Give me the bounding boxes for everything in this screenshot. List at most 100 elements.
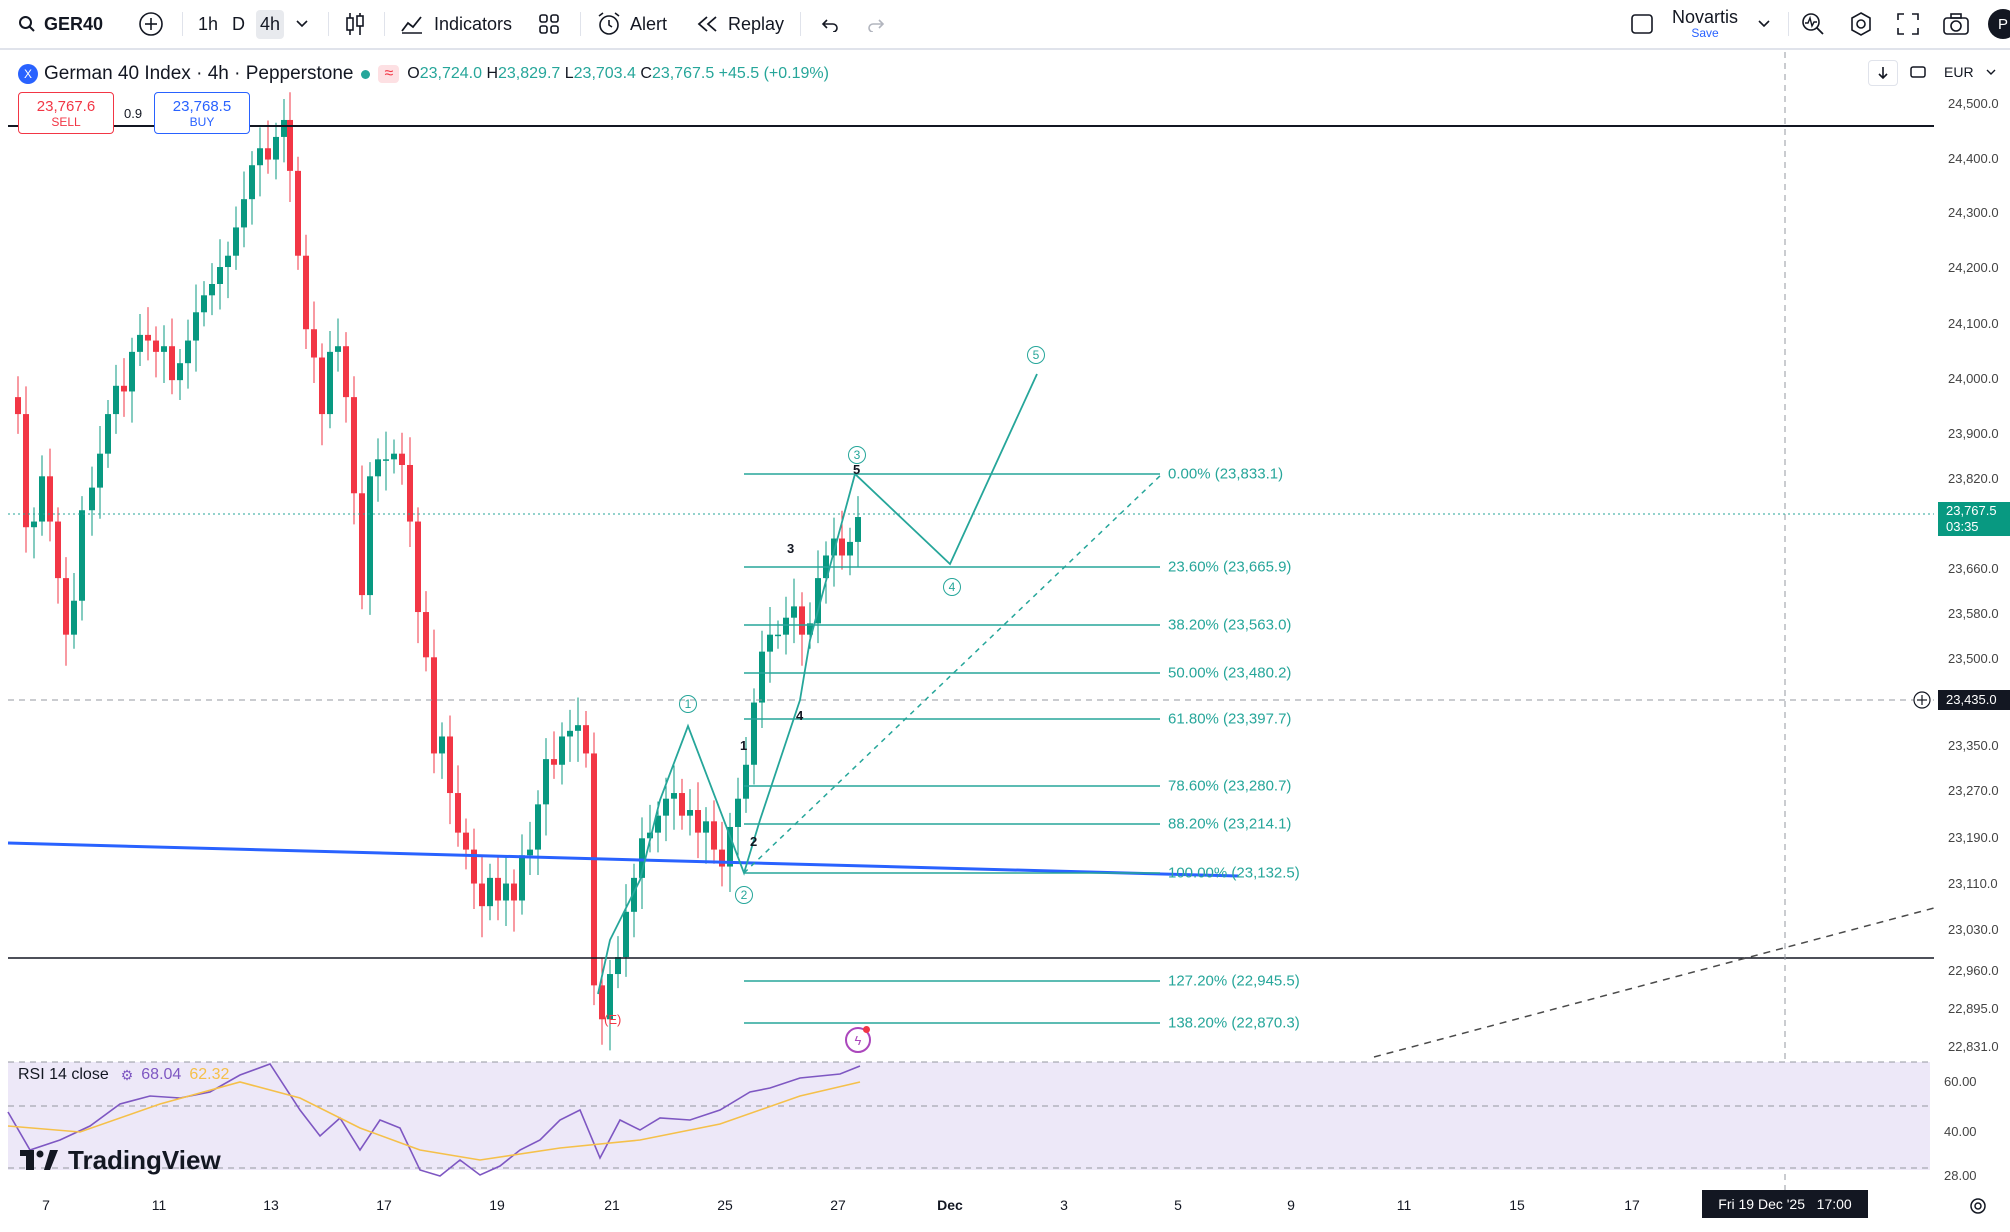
- candle-body: [31, 521, 37, 528]
- legend-title[interactable]: German 40 Index · 4h · Pepperstone: [44, 63, 354, 84]
- rsi-legend[interactable]: RSI 14 close ⚙ 68.04 62.32: [18, 1066, 229, 1084]
- waves-icon[interactable]: ≈: [378, 65, 400, 83]
- open-value: 23,724.0: [419, 65, 482, 82]
- alert-label: Alert: [630, 13, 668, 34]
- candle-body: [447, 736, 453, 794]
- candle-body: [273, 136, 279, 160]
- subwave-label: 5: [853, 462, 861, 477]
- candle-body: [495, 877, 501, 901]
- candle-body: [767, 634, 773, 652]
- candle-body: [855, 517, 861, 542]
- date-tick: 25: [717, 1197, 733, 1213]
- candle-body: [527, 849, 533, 856]
- date-tick: 13: [263, 1197, 279, 1213]
- candle-body: [71, 600, 77, 635]
- timeframe-dropdown[interactable]: [296, 0, 308, 48]
- add-alert-plus-button[interactable]: [1912, 690, 1932, 710]
- timeframe-d[interactable]: D: [232, 13, 245, 34]
- candle-body: [265, 148, 271, 160]
- add-symbol-button[interactable]: [138, 0, 164, 48]
- wave-label-circle[interactable]: 2: [735, 886, 753, 904]
- candle-body: [399, 453, 405, 465]
- candle-body: [687, 810, 693, 816]
- candle-body: [23, 414, 29, 528]
- price-tick: 23,030.0: [1948, 922, 1999, 937]
- layout-grid-icon: [539, 14, 559, 34]
- candle-body: [351, 397, 357, 494]
- candle-body: [439, 736, 445, 754]
- profile-button[interactable]: P: [1988, 0, 2010, 48]
- candle-body: [137, 334, 143, 352]
- arrow-down-icon: [1878, 67, 1888, 80]
- candle-body: [169, 346, 175, 381]
- alert-button[interactable]: Alert: [596, 0, 667, 48]
- wave-label-circle[interactable]: 5: [1027, 346, 1045, 364]
- reset-scale-button[interactable]: [1904, 60, 1932, 84]
- candle-body: [193, 312, 199, 341]
- layout-dropdown[interactable]: [1758, 0, 1770, 48]
- candle-body: [719, 849, 725, 867]
- settings-dots-icon[interactable]: ⚙: [120, 1066, 134, 1083]
- rewind-icon: [697, 16, 717, 32]
- wave-label-circle[interactable]: 1: [679, 695, 697, 713]
- exchange-logo-icon: X: [18, 64, 38, 84]
- snapshot-button[interactable]: [1942, 0, 1970, 48]
- indicators-button[interactable]: Indicators: [400, 0, 512, 48]
- alarm-clock-icon: [598, 12, 620, 35]
- chart-type-button[interactable]: [344, 0, 366, 48]
- candle-body: [217, 267, 223, 284]
- candle-body: [623, 911, 629, 958]
- market-status-dot: [361, 69, 371, 79]
- fullscreen-button[interactable]: [1896, 0, 1920, 48]
- sell-label: SELL: [51, 114, 81, 129]
- candle-body: [575, 725, 581, 731]
- undo-button[interactable]: [818, 0, 840, 48]
- buy-button[interactable]: 23,768.5 BUY: [154, 92, 250, 134]
- trendline: [7, 841, 1239, 878]
- watchlist-checkbox[interactable]: [1630, 0, 1654, 48]
- tradingview-logo[interactable]: TradingView: [20, 1145, 221, 1176]
- candle-body: [639, 838, 645, 878]
- candle-body: [463, 832, 469, 850]
- high-value: 23,829.7: [498, 65, 561, 82]
- sell-button[interactable]: 23,767.6 SELL: [18, 92, 114, 134]
- price-tick: 23,270.0: [1948, 783, 1999, 798]
- symbol-search[interactable]: GER40: [18, 0, 103, 48]
- timeframe-4h[interactable]: 4h: [256, 0, 285, 48]
- settings-button[interactable]: [1848, 0, 1874, 48]
- candle-body: [407, 464, 413, 522]
- candle-body: [39, 476, 45, 522]
- wave-label-circle[interactable]: 4: [943, 578, 961, 596]
- candle-body: [383, 459, 389, 461]
- layouts-button[interactable]: [538, 0, 560, 48]
- candle-body: [487, 877, 493, 907]
- currency-selector[interactable]: EUR: [1944, 64, 1996, 80]
- candle-body: [735, 798, 741, 827]
- candle-body: [15, 397, 21, 415]
- redo-button[interactable]: [866, 0, 888, 48]
- scroll-to-realtime-button[interactable]: [1868, 60, 1898, 86]
- chevron-down-icon: [296, 20, 308, 28]
- candle-body: [599, 985, 605, 1020]
- layout-name-button[interactable]: Novartis Save: [1672, 0, 1738, 48]
- date-tick: 3: [1060, 1197, 1068, 1213]
- price-tick: 23,580.0: [1948, 606, 1999, 621]
- wave-label-circle[interactable]: 3: [848, 446, 866, 464]
- date-tick: 7: [42, 1197, 50, 1213]
- date-tick: Dec: [937, 1197, 963, 1213]
- rsi-pane[interactable]: [8, 1062, 1930, 1170]
- dashed-trendline: [1373, 907, 1935, 1058]
- candle-body: [89, 487, 95, 511]
- replay-button[interactable]: Replay: [696, 0, 784, 48]
- quick-search-button[interactable]: [1800, 0, 1826, 48]
- price-tick: 22,831.0: [1948, 1039, 1999, 1054]
- symbol-name: GER40: [44, 13, 104, 34]
- fib-label: 38.20% (23,563.0): [1168, 616, 1292, 634]
- open-label: O: [407, 65, 420, 82]
- chart-settings-button[interactable]: [1968, 1196, 1988, 1221]
- candle-body: [847, 541, 853, 556]
- candle-body: [177, 363, 183, 381]
- timeframe-1h[interactable]: 1h: [198, 13, 219, 34]
- candle-body: [311, 329, 317, 358]
